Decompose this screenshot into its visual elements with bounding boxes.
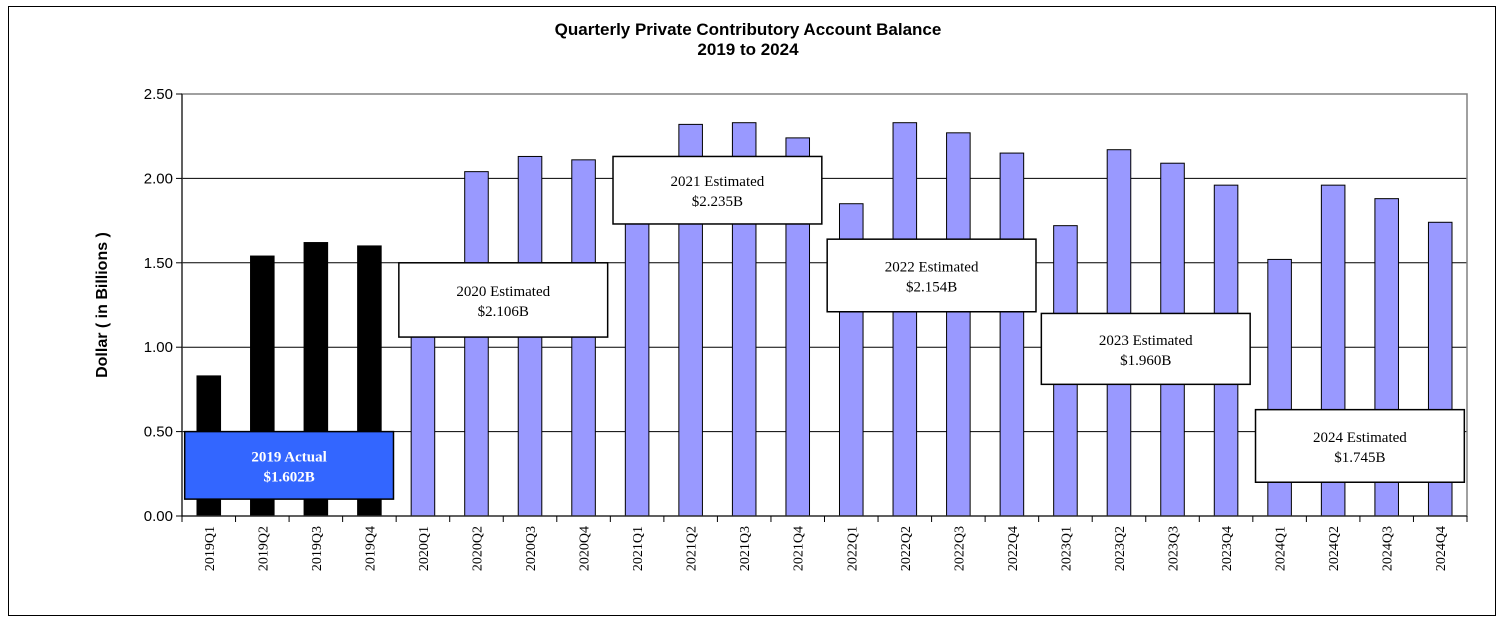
- x-tick-label: 2020Q3: [524, 526, 539, 571]
- annotation-value: $1.602B: [263, 469, 314, 485]
- y-ticks: 0.00 0.50 1.00 1.50 2.00 2.50: [144, 86, 182, 525]
- annotation-value: $1.960B: [1120, 353, 1171, 369]
- y-tick-label: 1.50: [144, 255, 173, 272]
- bar: [624, 215, 650, 517]
- x-tick-label: 2022Q1: [845, 526, 860, 571]
- x-tick-label: 2021Q3: [738, 526, 753, 571]
- x-tick-label: 2019Q1: [203, 526, 218, 571]
- annotation-label: 2023 Estimated: [1099, 333, 1193, 349]
- bar: [571, 159, 596, 517]
- x-tick-label: 2024Q1: [1274, 526, 1289, 571]
- annotation-rect: [183, 430, 395, 500]
- annotation-rect: [1254, 408, 1466, 483]
- x-tick-label: 2022Q3: [952, 526, 967, 571]
- y-tick-label: 0.00: [144, 508, 173, 525]
- bar: [892, 122, 918, 517]
- annotation-box: 2022 Estimated $2.154B: [826, 238, 1037, 313]
- y-tick-label: 0.50: [144, 424, 173, 441]
- y-tick-label: 1.00: [144, 339, 173, 356]
- x-tick-label: 2021Q1: [631, 526, 646, 571]
- bar-chart: Quarterly Private Contributory Account B…: [94, 20, 1468, 571]
- x-tick-label: 2019Q2: [256, 526, 271, 571]
- x-tick-label: 2024Q4: [1434, 526, 1449, 571]
- x-tick-label: 2020Q2: [470, 526, 485, 571]
- annotation-box: 2024 Estimated $1.745B: [1254, 408, 1466, 483]
- annotation-box: 2019 Actual $1.602B: [183, 430, 395, 500]
- bar: [946, 132, 971, 517]
- x-tick-label: 2023Q4: [1220, 526, 1235, 571]
- x-tick-label: 2021Q4: [792, 526, 807, 571]
- y-tick-label: 2.50: [144, 86, 173, 103]
- annotation-rect: [1040, 312, 1251, 386]
- annotation-box: 2023 Estimated $1.960B: [1040, 312, 1251, 386]
- x-tick-label: 2020Q4: [578, 526, 593, 571]
- chart-title: Quarterly Private Contributory Account B…: [555, 20, 942, 39]
- bar: [999, 152, 1025, 517]
- annotation-box: 2020 Estimated $2.106B: [398, 262, 609, 338]
- annotation-box: 2021 Estimated $2.235B: [612, 155, 823, 225]
- x-tick-label: 2023Q2: [1113, 526, 1128, 571]
- x-tick-label: 2022Q4: [1006, 526, 1021, 571]
- x-ticks: 2019Q1 2019Q2 2019Q3 2019Q4 2020Q1 2020Q2 2020…: [181, 516, 1468, 571]
- annotation-rect: [612, 155, 823, 225]
- annotation-rect: [826, 238, 1037, 313]
- x-tick-label: 2021Q2: [685, 526, 700, 571]
- annotation-value: $2.235B: [692, 194, 743, 210]
- x-tick-label: 2020Q1: [417, 526, 432, 571]
- chart-frame: Quarterly Private Contributory Account B…: [8, 6, 1496, 616]
- bar: [464, 171, 489, 517]
- annotation-value: $2.106B: [478, 304, 529, 320]
- annotation-label: 2022 Estimated: [885, 259, 979, 275]
- x-tick-label: 2024Q3: [1381, 526, 1396, 571]
- x-tick-label: 2019Q3: [310, 526, 325, 571]
- annotation-label: 2021 Estimated: [671, 174, 765, 190]
- y-tick-label: 2.00: [144, 170, 173, 187]
- x-tick-label: 2023Q1: [1059, 526, 1074, 571]
- annotation-label: 2024 Estimated: [1313, 430, 1407, 446]
- annotation-value: $2.154B: [906, 279, 957, 295]
- y-axis-label: Dollar ( in Billions ): [94, 232, 111, 378]
- x-tick-label: 2024Q2: [1327, 526, 1342, 571]
- chart-subtitle: 2019 to 2024: [697, 40, 799, 59]
- annotation-rect: [398, 262, 609, 338]
- annotation-value: $1.745B: [1334, 450, 1385, 466]
- x-tick-label: 2019Q4: [363, 526, 378, 571]
- annotation-label: 2019 Actual: [251, 449, 326, 465]
- x-tick-label: 2023Q3: [1167, 526, 1182, 571]
- x-tick-label: 2022Q2: [899, 526, 914, 571]
- annotation-label: 2020 Estimated: [456, 284, 550, 300]
